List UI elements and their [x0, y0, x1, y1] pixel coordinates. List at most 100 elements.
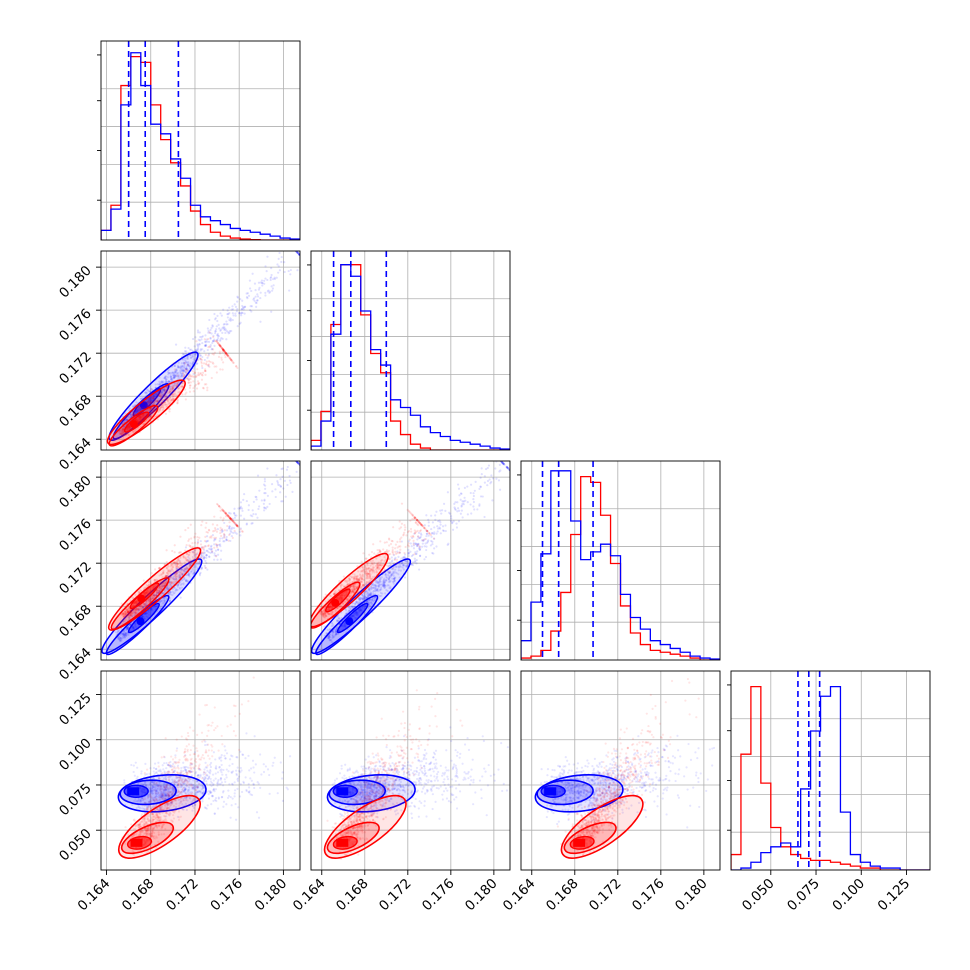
- scatter-point-blue: [301, 256, 303, 258]
- scatter-point-red: [185, 391, 188, 394]
- scatter-point-blue: [473, 489, 476, 492]
- scatter-point-red: [215, 340, 218, 343]
- scatter-point-blue: [264, 487, 267, 490]
- scatter-point-blue: [243, 517, 246, 520]
- scatter-point-red: [235, 523, 238, 526]
- scatter-point-red: [124, 433, 127, 436]
- scatter-point-red: [160, 401, 163, 404]
- scatter-point-blue: [425, 548, 428, 552]
- scatter-point-blue: [255, 305, 258, 309]
- scatter-point-blue: [160, 380, 163, 383]
- scatter-point-blue: [199, 354, 202, 357]
- scatter-point-blue: [370, 586, 373, 589]
- scatter-point-red: [119, 430, 123, 433]
- scatter-point-red: [154, 399, 157, 402]
- scatter-point-blue: [388, 576, 391, 579]
- scatter-point-blue: [190, 570, 193, 574]
- scatter-point-blue: [250, 310, 253, 313]
- scatter-point-blue: [334, 630, 338, 633]
- scatter-point-blue: [435, 532, 438, 535]
- scatter-point-red: [121, 434, 125, 437]
- scatter-point-blue: [240, 314, 243, 317]
- scatter-point-blue: [388, 561, 391, 564]
- scatter-point-blue: [173, 374, 176, 377]
- scatter-point-blue: [213, 543, 216, 546]
- scatter-point-red: [145, 419, 148, 422]
- scatter-point-red: [176, 575, 180, 578]
- scatter-point-blue: [205, 556, 208, 560]
- scatter-point-blue: [128, 415, 131, 418]
- scatter-point-red: [226, 353, 229, 356]
- scatter-point-red: [181, 382, 184, 385]
- scatter-point-blue: [181, 364, 184, 368]
- scatter-point-blue: [185, 350, 188, 353]
- scatter-point-red: [150, 599, 153, 602]
- scatter-point-red: [153, 410, 156, 414]
- scatter-point-red: [158, 399, 161, 403]
- scatter-point-red: [169, 570, 172, 574]
- scatter-point-blue: [260, 499, 263, 502]
- scatter-point-blue: [175, 382, 178, 385]
- scatter-point-red: [222, 348, 225, 351]
- scatter-point-blue: [382, 579, 385, 582]
- scatter-point-red: [426, 530, 429, 533]
- scatter-point-red: [173, 384, 176, 387]
- scatter-point-red: [376, 566, 379, 570]
- scatter-point-blue: [219, 328, 222, 331]
- scatter-point-blue: [376, 582, 379, 585]
- scatter-point-blue: [419, 554, 422, 558]
- scatter-point-blue: [286, 451, 288, 453]
- scatter-point-red: [187, 538, 191, 541]
- scatter-point-blue: [179, 369, 182, 372]
- scatter-point-red: [226, 513, 229, 517]
- scatter-point-blue: [181, 573, 184, 576]
- scatter-point-blue: [432, 532, 436, 536]
- scatter-point-blue: [498, 463, 501, 466]
- scatter-point-blue: [211, 339, 215, 343]
- scatter-point-blue: [292, 248, 294, 250]
- scatter-point-blue: [263, 499, 266, 502]
- scatter-point-red: [174, 571, 177, 574]
- scatter-point-red: [172, 577, 175, 580]
- scatter-point-red: [369, 564, 372, 567]
- scatter-point-blue: [262, 506, 266, 509]
- scatter-point-red: [173, 389, 176, 392]
- scatter-point-red: [321, 613, 324, 616]
- scatter-point-blue: [133, 611, 136, 614]
- scatter-point-blue: [155, 593, 158, 597]
- scatter-point-blue: [256, 295, 260, 298]
- scatter-point-red: [216, 524, 219, 527]
- scatter-point-blue: [260, 279, 264, 282]
- scatter-point-blue: [183, 366, 186, 369]
- scatter-point-blue: [232, 531, 235, 535]
- scatter-point-red: [126, 611, 129, 614]
- scatter-point-blue: [211, 341, 214, 345]
- scatter-point-red: [379, 550, 382, 553]
- scatter-point-blue: [202, 558, 205, 561]
- scatter-point-blue: [196, 331, 200, 334]
- scatter-point-blue: [469, 491, 472, 495]
- scatter-point-red: [222, 348, 225, 352]
- scatter-point-blue: [302, 467, 304, 469]
- scatter-point-red: [133, 413, 136, 416]
- scatter-point-red: [232, 521, 235, 524]
- scatter-point-blue: [158, 601, 161, 604]
- scatter-point-blue: [395, 565, 398, 569]
- scatter-point-blue: [174, 382, 177, 386]
- scatter-point-blue: [335, 633, 338, 636]
- scatter-point-red: [356, 579, 359, 582]
- scatter-point-blue: [374, 587, 377, 591]
- scatter-point-red: [122, 612, 125, 615]
- scatter-point-blue: [296, 461, 299, 464]
- scatter-point-blue: [328, 636, 331, 639]
- scatter-point-red: [224, 351, 227, 354]
- scatter-point-blue: [328, 627, 332, 631]
- scatter-point-red: [162, 582, 165, 585]
- scatter-point-red: [137, 406, 140, 409]
- scatter-point-red: [185, 552, 189, 555]
- scatter-point-blue: [424, 542, 427, 545]
- scatter-point-blue: [460, 509, 463, 512]
- scatter-point-blue: [454, 501, 457, 504]
- scatter-point-red: [147, 400, 150, 403]
- scatter-point-red: [179, 561, 182, 564]
